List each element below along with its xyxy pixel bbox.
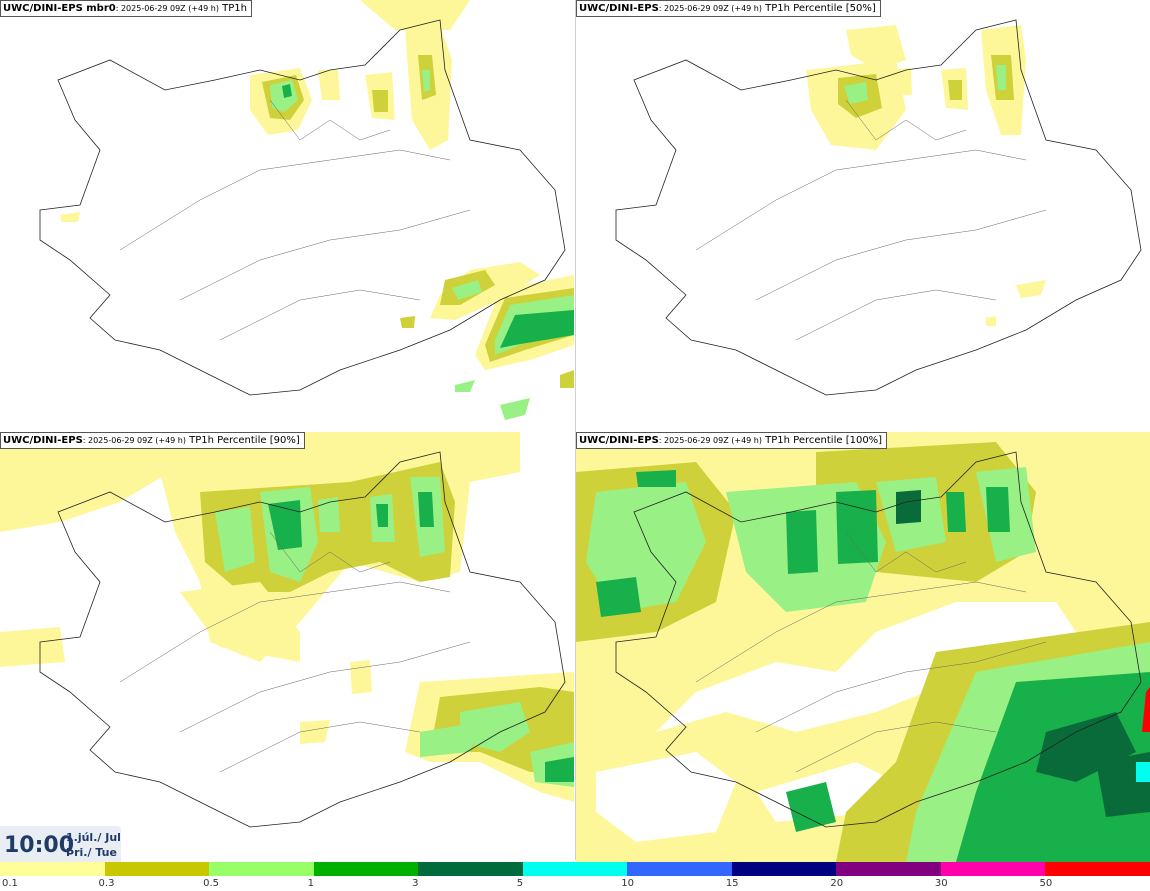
legend-tick-label: 30 [934, 878, 948, 889]
legend-tick-label: 1 [307, 878, 314, 889]
map-panel-p90: UWC/DINI-EPS: 2025-06-29 09Z (+49 h) TP1… [0, 432, 574, 862]
valid-time-clock: 10:00 [4, 833, 75, 858]
legend-swatch [104, 862, 211, 876]
iceland-map-mbr0 [39, 0, 574, 420]
map-panel-p100: UWC/DINI-EPS: 2025-06-29 09Z (+49 h) TP1… [576, 432, 1150, 862]
legend-swatch [522, 862, 629, 876]
legend-tick-label: 5 [516, 878, 524, 889]
legend-tick-label: 0.3 [98, 878, 115, 889]
panel-divider [575, 0, 576, 860]
legend-swatch [418, 862, 524, 876]
iceland-map-p90 [0, 432, 574, 828]
legend-swatch [627, 862, 733, 876]
map-panel-mbr0: UWC/DINI-EPS mbr0: 2025-06-29 09Z (+49 h… [0, 0, 574, 430]
legend-swatch [1045, 862, 1150, 876]
legend-tick-label: 0.1 [2, 878, 18, 889]
legend-swatch [209, 862, 315, 876]
map-panel-p50: UWC/DINI-EPS: 2025-06-29 09Z (+49 h) TP1… [576, 0, 1150, 430]
legend-swatch [836, 862, 942, 876]
legend-tick-label: 3 [412, 878, 419, 889]
valid-time-box: 10:00 1.júl./ Jul Þri./ Tue [0, 826, 121, 862]
valid-date-line1: 1.júl./ Jul [66, 831, 121, 844]
iceland-map-p100 [576, 432, 1150, 862]
panel-title-p50: UWC/DINI-EPS: 2025-06-29 09Z (+49 h) TP1… [576, 0, 881, 17]
legend-swatch [940, 862, 1047, 876]
legend-tick-label: 10 [621, 878, 634, 889]
legend-tick-label: 20 [830, 878, 844, 889]
legend-tick-label: 50 [1039, 878, 1053, 889]
precip-color-legend: 0.1 0.3 0.5 1 3 5 10 15 20 30 50 [0, 862, 1150, 891]
legend-swatch [313, 862, 420, 876]
panel-title-mbr0: UWC/DINI-EPS mbr0: 2025-06-29 09Z (+49 h… [0, 0, 252, 17]
panel-title-p100: UWC/DINI-EPS: 2025-06-29 09Z (+49 h) TP1… [576, 432, 888, 449]
panel-title-p90: UWC/DINI-EPS: 2025-06-29 09Z (+49 h) TP1… [0, 432, 305, 449]
valid-date-line2: Þri./ Tue [66, 846, 117, 859]
legend-swatch [731, 862, 838, 876]
legend-tick-label: 0.5 [203, 878, 219, 889]
legend-tick-label: 15 [725, 878, 739, 889]
legend-swatch [0, 862, 106, 876]
iceland-map-p50 [615, 19, 1142, 396]
